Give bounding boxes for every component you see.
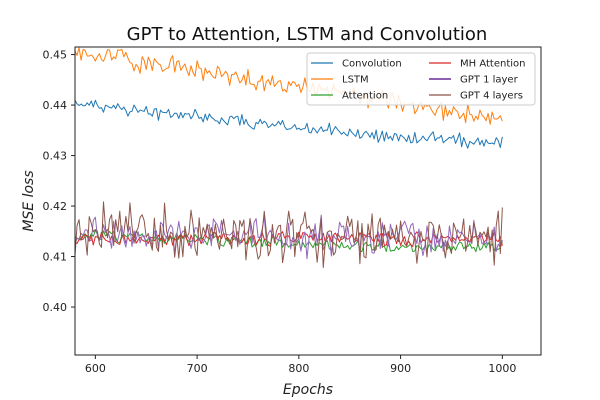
- legend-label: GPT 1 layer: [460, 75, 519, 86]
- x-axis-label: Epochs: [283, 382, 333, 398]
- y-tick-label: 0.45: [43, 49, 68, 62]
- legend-label: Convolution: [342, 59, 402, 70]
- y-tick-label: 0.44: [43, 99, 68, 112]
- y-tick-label: 0.40: [43, 301, 68, 314]
- x-axis: 600 700 800 900 1000: [85, 355, 516, 375]
- y-tick-label: 0.41: [43, 251, 68, 264]
- series-line-convolution: [75, 99, 503, 149]
- y-axis: 0.40 0.41 0.42 0.43 0.44 0.45: [43, 49, 75, 314]
- x-tick-label: 900: [390, 362, 411, 375]
- series-line-gpt-4-layers: [75, 201, 503, 268]
- legend-box: [306, 52, 536, 106]
- series-layer: [75, 47, 503, 268]
- legend-label: GPT 4 layers: [460, 91, 523, 102]
- x-tick-label: 1000: [488, 362, 516, 375]
- legend-label: LSTM: [342, 75, 369, 86]
- plot-frame: [74, 46, 542, 356]
- chart-title: GPT to Attention, LSTM and Convolution: [127, 24, 488, 45]
- legend: Convolution LSTM Attention MH Attention GPT …: [306, 52, 536, 106]
- series-line-mh-attention: [75, 231, 503, 248]
- x-tick-label: 600: [85, 362, 106, 375]
- series-line-attention: [75, 230, 503, 253]
- series-line-gpt-1-layer: [75, 214, 503, 260]
- series-line-lstm: [75, 47, 503, 125]
- y-tick-label: 0.43: [43, 150, 68, 163]
- y-tick-label: 0.42: [43, 200, 68, 213]
- x-tick-label: 800: [288, 362, 309, 375]
- legend-label: Attention: [342, 91, 388, 102]
- x-tick-label: 700: [187, 362, 208, 375]
- y-axis-label: MSE loss: [21, 170, 37, 231]
- legend-label: MH Attention: [460, 59, 525, 70]
